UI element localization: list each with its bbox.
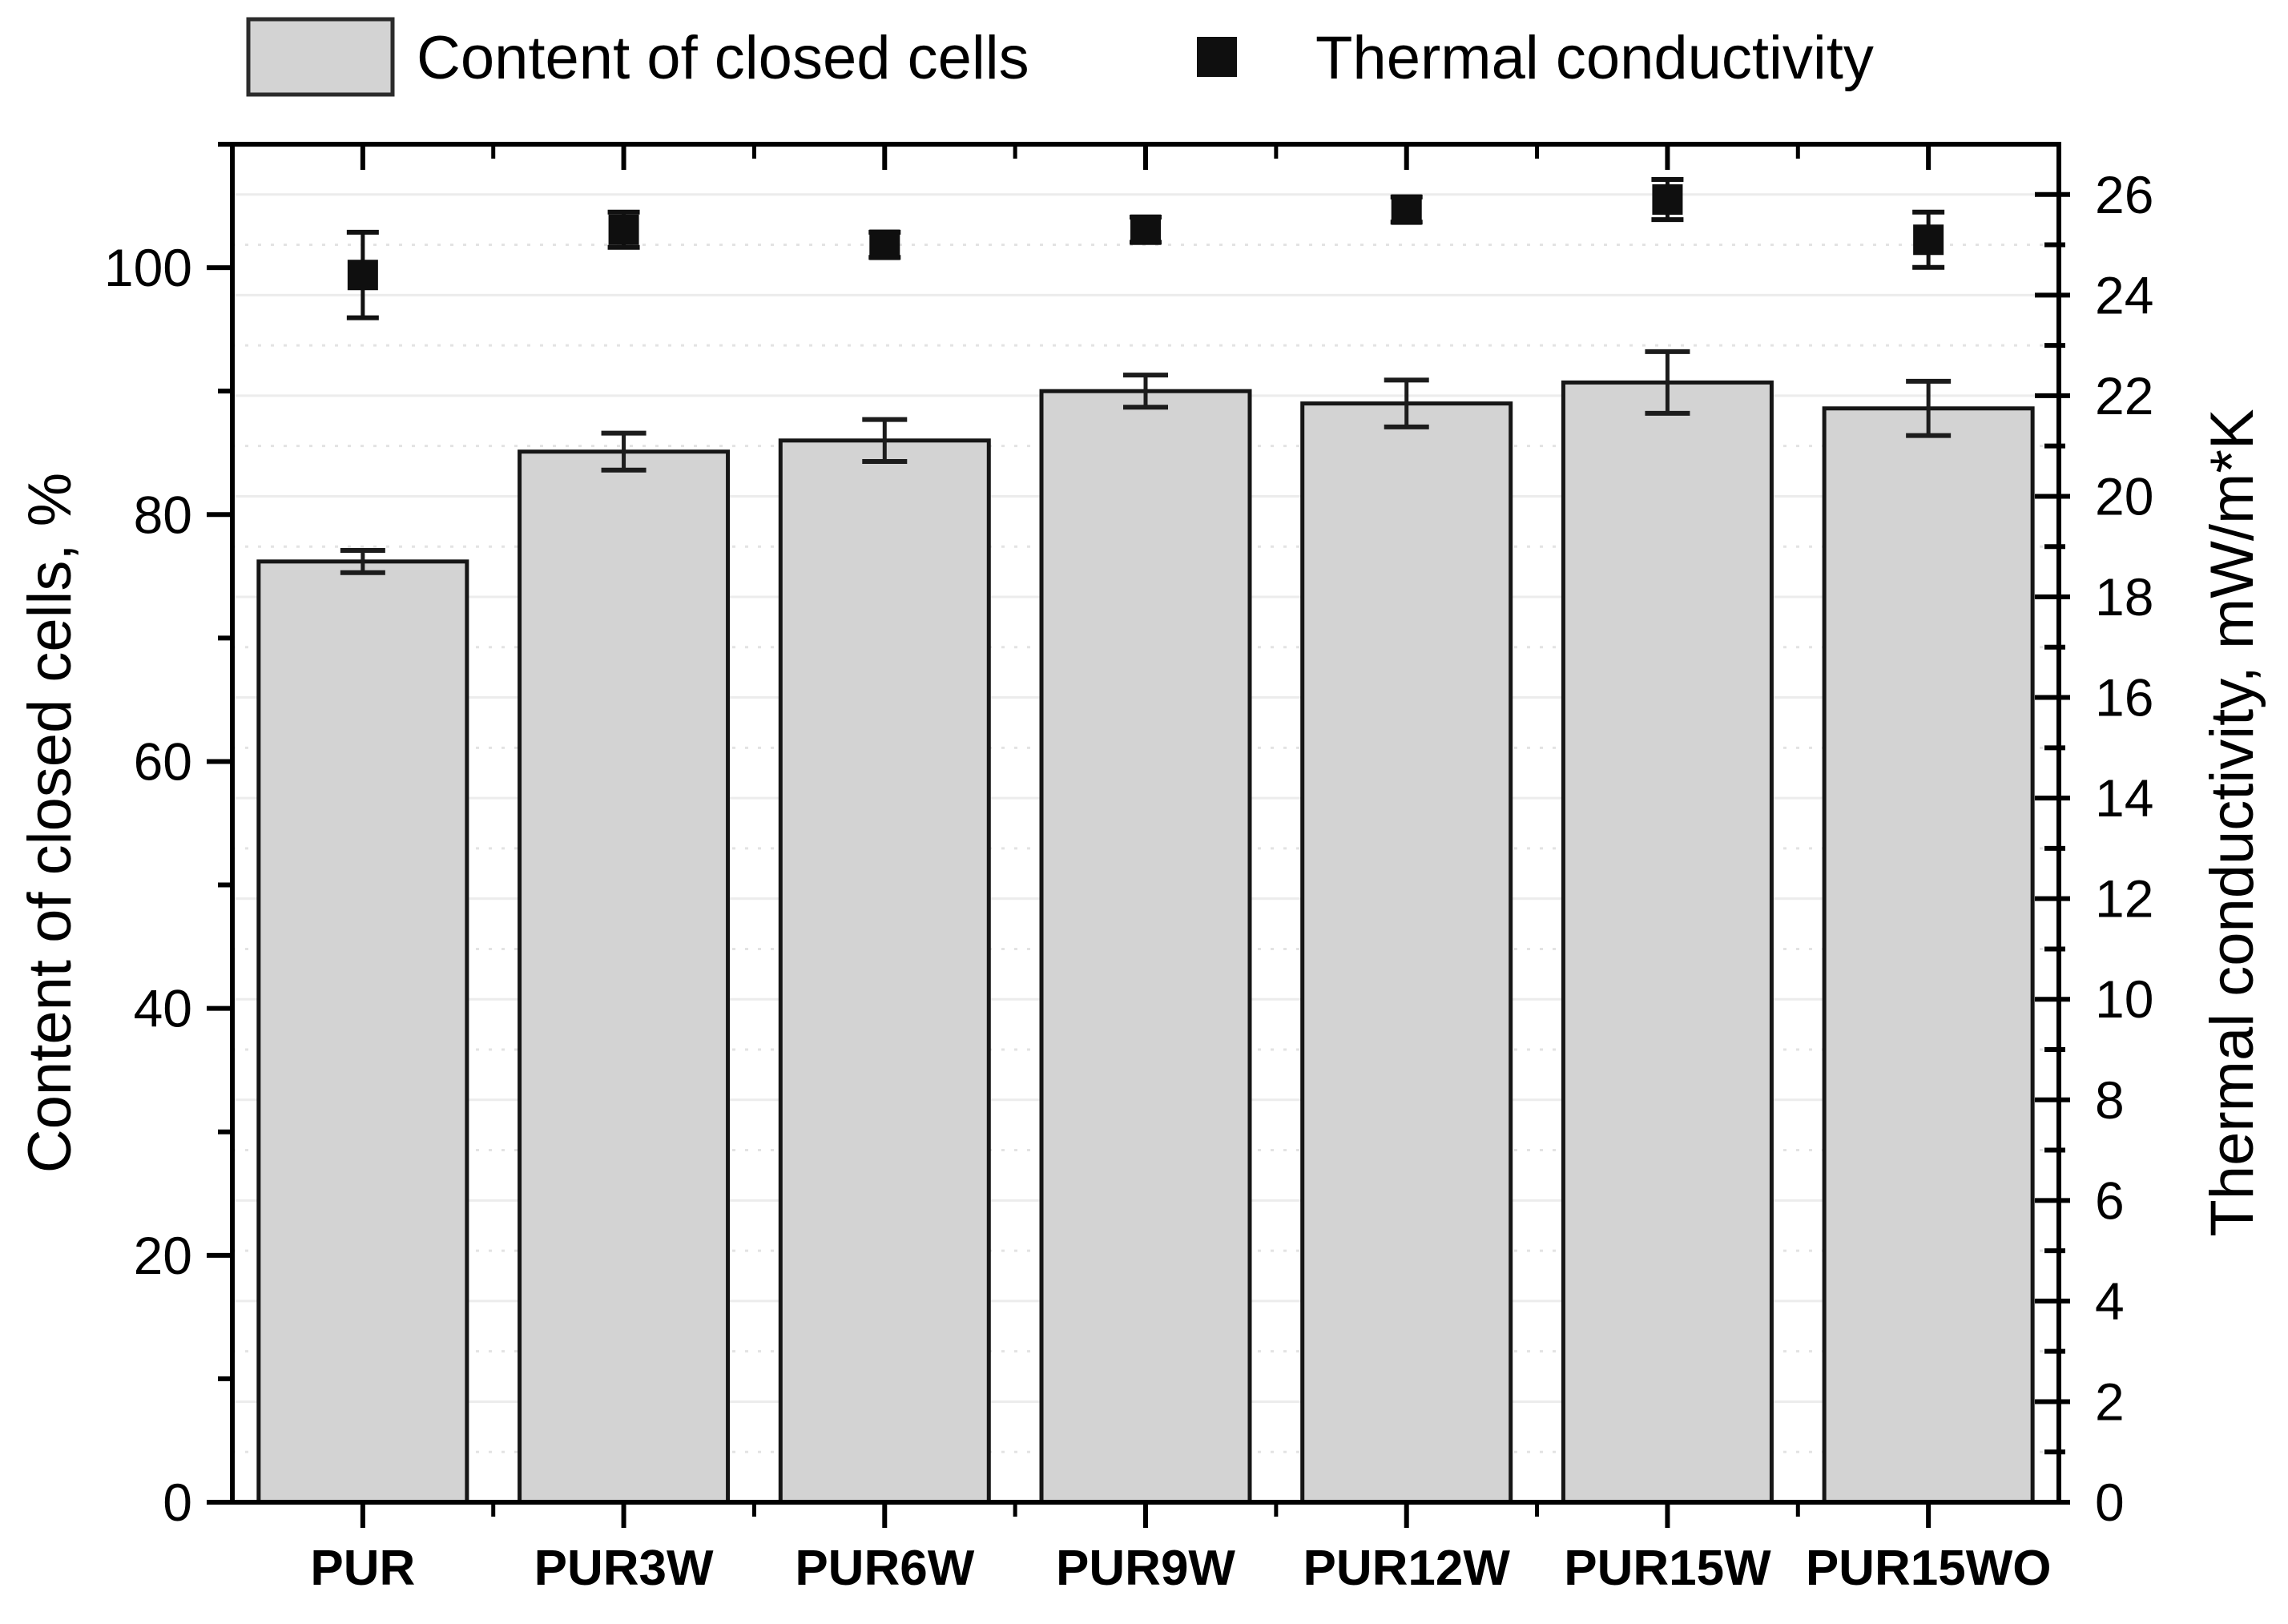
right-tick-label: 4 (2095, 1271, 2125, 1331)
marker-PUR6W (869, 229, 900, 260)
legend: Content of closed cells Thermal conducti… (246, 17, 1874, 97)
bars-layer (256, 349, 2035, 1505)
right-tick-label: 20 (2095, 466, 2153, 526)
bar-PUR (256, 559, 469, 1505)
right-tick-label: 12 (2095, 869, 2153, 929)
marker-PUR (347, 260, 378, 291)
category-label-PUR12W: PUR12W (1303, 1541, 1511, 1596)
bar-PUR3W (518, 449, 731, 1505)
right-tick-label: 2 (2095, 1372, 2125, 1431)
marker-PUR15W (1652, 184, 1683, 216)
category-label-PUR9W: PUR9W (1056, 1541, 1235, 1596)
category-label-PUR: PUR (310, 1541, 415, 1596)
left-tick-label: 60 (134, 731, 192, 791)
marker-PUR9W (1130, 214, 1161, 245)
left-tick-label: 0 (163, 1473, 192, 1532)
left-tick-label: 100 (104, 238, 192, 297)
legend-square-marker-icon (1197, 37, 1237, 77)
right-tick-label: 14 (2095, 768, 2153, 828)
category-label-PUR3W: PUR3W (534, 1541, 714, 1596)
right-tick-label: 24 (2095, 265, 2153, 324)
category-label-PUR15WO: PUR15WO (1806, 1541, 2052, 1596)
right-tick-label: 6 (2095, 1171, 2125, 1230)
bar-PUR15WO (1822, 406, 2035, 1505)
right-tick-label: 8 (2095, 1070, 2125, 1130)
legend-label-thermal-conductivity: Thermal conductivity (1315, 24, 1874, 92)
right-tick-label: 0 (2095, 1473, 2125, 1532)
legend-label-closed-cells: Content of closed cells (417, 24, 1029, 92)
bar-PUR12W (1300, 401, 1513, 1505)
legend-bar-swatch (246, 17, 395, 97)
bar-PUR15W (1561, 380, 1774, 1505)
marker-PUR15WO (1913, 224, 1944, 256)
left-tick-label: 20 (134, 1226, 192, 1285)
right-tick-label: 18 (2095, 567, 2153, 627)
right-tick-label: 26 (2095, 165, 2153, 224)
left-tick-label: 40 (134, 979, 192, 1038)
bar-PUR9W (1039, 389, 1252, 1505)
right-tick-label: 22 (2095, 366, 2153, 425)
category-label-PUR6W: PUR6W (795, 1541, 974, 1596)
marker-PUR12W (1391, 194, 1422, 225)
left-axis-title: Content of closed cells, % (16, 473, 84, 1173)
category-label-PUR15W: PUR15W (1564, 1541, 1771, 1596)
markers-layer (346, 176, 1945, 320)
bar-PUR6W (778, 438, 991, 1505)
right-tick-label: 16 (2095, 668, 2153, 727)
right-tick-label: 10 (2095, 969, 2153, 1029)
right-axis-title: Thermal conductivity, mW/m*K (2198, 409, 2266, 1236)
ticks-layer (207, 142, 2070, 1528)
left-tick-label: 80 (134, 485, 192, 544)
marker-PUR3W (608, 214, 639, 245)
